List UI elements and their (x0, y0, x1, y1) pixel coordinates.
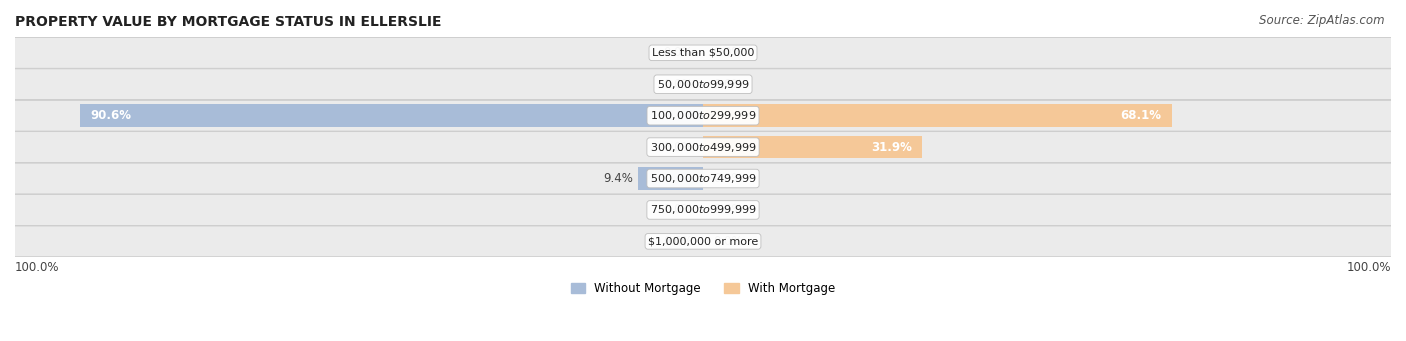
FancyBboxPatch shape (11, 226, 1395, 256)
Text: $50,000 to $99,999: $50,000 to $99,999 (657, 78, 749, 91)
FancyBboxPatch shape (11, 163, 1395, 194)
Text: 0.0%: 0.0% (664, 78, 693, 91)
Text: 0.0%: 0.0% (713, 78, 742, 91)
FancyBboxPatch shape (11, 163, 1395, 194)
Text: Source: ZipAtlas.com: Source: ZipAtlas.com (1260, 14, 1385, 27)
FancyBboxPatch shape (11, 132, 1395, 162)
Text: $750,000 to $999,999: $750,000 to $999,999 (650, 204, 756, 217)
Text: 0.0%: 0.0% (713, 172, 742, 185)
Bar (703, 136, 922, 159)
FancyBboxPatch shape (11, 194, 1395, 226)
Text: 68.1%: 68.1% (1121, 109, 1161, 122)
Text: PROPERTY VALUE BY MORTGAGE STATUS IN ELLERSLIE: PROPERTY VALUE BY MORTGAGE STATUS IN ELL… (15, 15, 441, 29)
Text: 90.6%: 90.6% (90, 109, 131, 122)
Text: 0.0%: 0.0% (664, 235, 693, 248)
Text: 0.0%: 0.0% (713, 235, 742, 248)
Text: Less than $50,000: Less than $50,000 (652, 48, 754, 58)
FancyBboxPatch shape (11, 100, 1395, 131)
FancyBboxPatch shape (11, 69, 1395, 100)
Text: 31.9%: 31.9% (872, 140, 912, 153)
Text: 0.0%: 0.0% (713, 204, 742, 217)
FancyBboxPatch shape (11, 101, 1395, 131)
Text: $1,000,000 or more: $1,000,000 or more (648, 236, 758, 247)
Bar (80, 104, 703, 127)
Legend: Without Mortgage, With Mortgage: Without Mortgage, With Mortgage (567, 277, 839, 300)
Text: 9.4%: 9.4% (603, 172, 633, 185)
Text: 0.0%: 0.0% (713, 46, 742, 59)
FancyBboxPatch shape (11, 226, 1395, 257)
FancyBboxPatch shape (11, 69, 1395, 99)
Text: 0.0%: 0.0% (664, 204, 693, 217)
Bar (703, 104, 1171, 127)
FancyBboxPatch shape (11, 37, 1395, 69)
Text: 0.0%: 0.0% (664, 46, 693, 59)
Text: $100,000 to $299,999: $100,000 to $299,999 (650, 109, 756, 122)
Text: 100.0%: 100.0% (15, 261, 59, 274)
Text: $500,000 to $749,999: $500,000 to $749,999 (650, 172, 756, 185)
FancyBboxPatch shape (11, 131, 1395, 163)
Bar (638, 167, 703, 190)
Text: $300,000 to $499,999: $300,000 to $499,999 (650, 140, 756, 153)
FancyBboxPatch shape (11, 38, 1395, 68)
Text: 100.0%: 100.0% (1347, 261, 1391, 274)
Text: 0.0%: 0.0% (664, 140, 693, 153)
FancyBboxPatch shape (11, 195, 1395, 225)
